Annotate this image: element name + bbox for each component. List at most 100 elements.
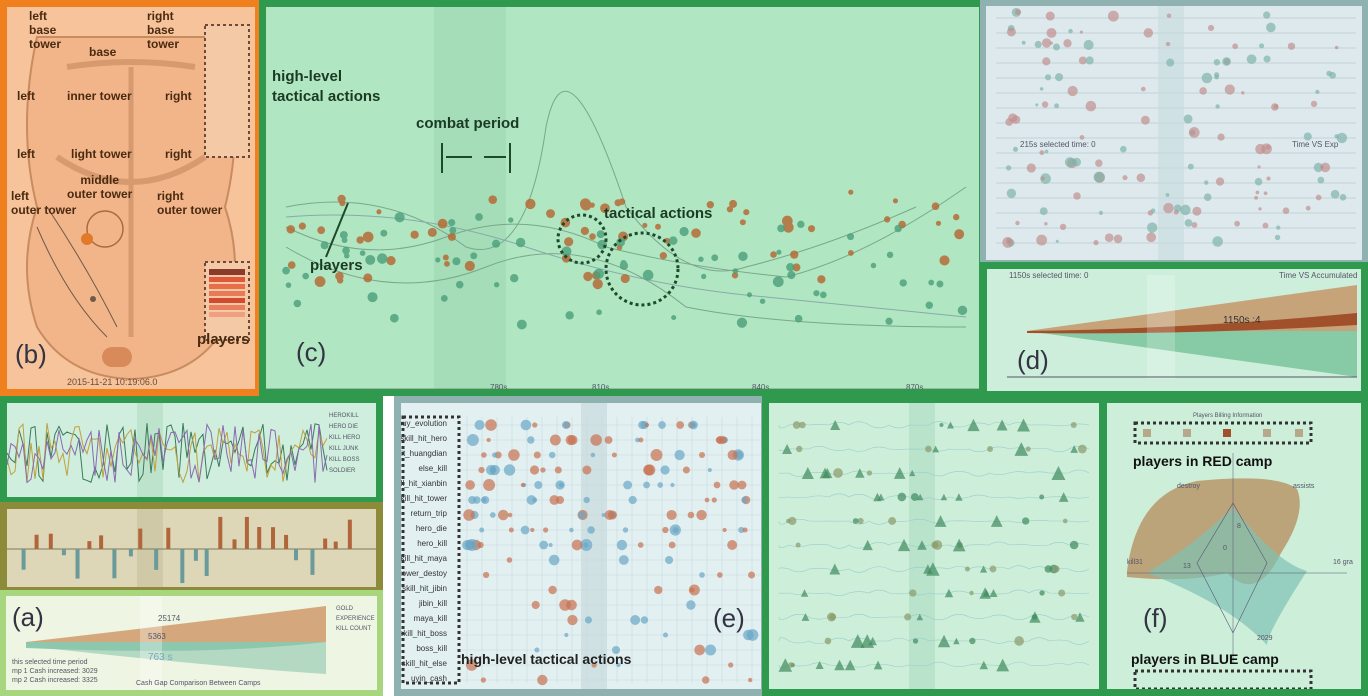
- exp-dot: [1259, 43, 1265, 49]
- red-action-mark: [739, 219, 746, 226]
- blue-action-mark: [285, 282, 292, 288]
- action-row-label: skill_hit_tower: [396, 494, 447, 503]
- action-row-label: tower_destoy: [399, 569, 447, 578]
- flow-dot: [827, 612, 836, 622]
- action-dot: [530, 527, 535, 533]
- red-action-mark: [336, 277, 344, 284]
- action-dot: [698, 451, 706, 459]
- exp-dot: [1317, 176, 1325, 184]
- flow-mark: [1075, 612, 1085, 622]
- axis-assists: assists: [1293, 483, 1315, 490]
- action-dot: [549, 434, 561, 446]
- x-tick-810: 810s: [592, 383, 610, 392]
- blue-action-mark: [493, 282, 500, 288]
- action-dot: [463, 509, 475, 521]
- exp-dot: [1021, 40, 1026, 45]
- blue-action-mark: [711, 254, 719, 262]
- exp-dot: [1255, 190, 1260, 195]
- exp-dot: [1263, 55, 1271, 63]
- action-dot: [748, 571, 756, 579]
- flow-line: [778, 661, 1090, 669]
- action-dot: [747, 677, 753, 683]
- event-bar: [61, 549, 66, 556]
- right-inner-label: right: [165, 89, 192, 103]
- action-dot: [670, 482, 675, 488]
- map-panel[interactable]: left base tower right base tower base le…: [0, 0, 262, 396]
- axis-gra: 16 gra: [1333, 559, 1353, 566]
- event-bar: [333, 541, 338, 549]
- action-dot: [465, 659, 478, 671]
- action-dot: [618, 555, 629, 565]
- combat-period-label: combat period: [416, 115, 520, 132]
- event-bar: [204, 549, 209, 576]
- red-action-mark: [356, 236, 364, 244]
- left-outer-tower-label: left outer tower: [11, 189, 77, 217]
- blue-action-mark: [320, 241, 329, 250]
- red-action-mark: [956, 233, 963, 240]
- blue-action-mark: [885, 317, 893, 325]
- exp-dot: [1095, 159, 1103, 167]
- blue-action-mark: [359, 250, 366, 256]
- blue-action-mark: [380, 229, 388, 237]
- red-action-mark: [642, 222, 648, 228]
- flow-mark: [873, 660, 883, 670]
- action-dot: [481, 495, 490, 505]
- exp-dot: [1330, 189, 1340, 199]
- radar-left-value: 13: [1183, 563, 1191, 570]
- flow-dot: [1052, 565, 1060, 573]
- action-dot: [561, 421, 570, 429]
- flow-mark: [815, 660, 824, 670]
- action-matrix-panel[interactable]: buy_evolution skill_hit_hero hit_huangdian…: [394, 396, 768, 696]
- event-bars-strip[interactable]: [0, 502, 383, 594]
- red-action-mark: [935, 220, 942, 226]
- red-action-mark: [546, 209, 555, 219]
- blue-action-mark: [516, 319, 527, 330]
- player-action-flow-panel[interactable]: [762, 396, 1106, 696]
- action-lines-canvas: [7, 403, 328, 497]
- exp-dot: [1120, 145, 1127, 153]
- event-bar: [310, 549, 315, 575]
- flow-mark: [989, 588, 998, 598]
- exp-dot: [1310, 100, 1318, 108]
- exp-dot: [1041, 38, 1052, 48]
- action-dot: [474, 419, 485, 431]
- exp-dot: [1079, 30, 1083, 34]
- gold-gap-strip[interactable]: 25174 5363 763 s GOLD EXPERIENCE KILL CO…: [0, 590, 383, 696]
- exp-dot: [1072, 157, 1082, 167]
- action-dot: [479, 527, 485, 533]
- flow-dot: [1070, 421, 1077, 429]
- panel-e-label: (e): [713, 603, 745, 633]
- blue-action-mark: [293, 299, 302, 308]
- flow-mark: [937, 634, 951, 648]
- action-dot: [689, 420, 698, 430]
- action-dot: [711, 497, 717, 503]
- flow-mark: [926, 562, 940, 576]
- player-billing-panel[interactable]: Players Billing Information players in R…: [1100, 396, 1368, 696]
- timeline-canvas[interactable]: [266, 7, 979, 389]
- flow-dot: [912, 638, 919, 644]
- blue-action-mark: [394, 212, 405, 223]
- exp-dot: [1187, 163, 1194, 170]
- exp-scatter-panel[interactable]: 215s selected time: 0 Time VS Exp: [980, 0, 1368, 266]
- player-action-flow-canvas: [778, 403, 1090, 689]
- exp-dot: [1054, 73, 1064, 82]
- flow-dot: [824, 637, 832, 645]
- flow-mark: [996, 419, 1008, 431]
- event-bar: [48, 533, 53, 549]
- action-row-label: buy_evolution: [397, 419, 447, 428]
- action-dot: [527, 436, 535, 444]
- blue-action-mark: [759, 298, 766, 304]
- action-lines-strip[interactable]: HEROKILL HERO DIE KILL HERO KILL JUNK KI…: [0, 396, 383, 504]
- exp-dot: [1122, 175, 1128, 181]
- event-bar: [218, 516, 223, 549]
- action-matrix-canvas: [401, 403, 761, 689]
- exp-dot: [1287, 42, 1296, 50]
- action-dot: [566, 599, 577, 611]
- accumulated-panel[interactable]: 1150s selected time: 0 Time VS Accumulat…: [980, 262, 1368, 398]
- tactical-timeline-panel[interactable]: high-level tactical actions combat perio…: [259, 0, 986, 396]
- exp-dot: [1274, 234, 1281, 241]
- action-dot: [569, 527, 574, 533]
- exp-dot: [1049, 41, 1053, 45]
- exp-dot: [1146, 222, 1158, 233]
- action-dot: [704, 497, 710, 503]
